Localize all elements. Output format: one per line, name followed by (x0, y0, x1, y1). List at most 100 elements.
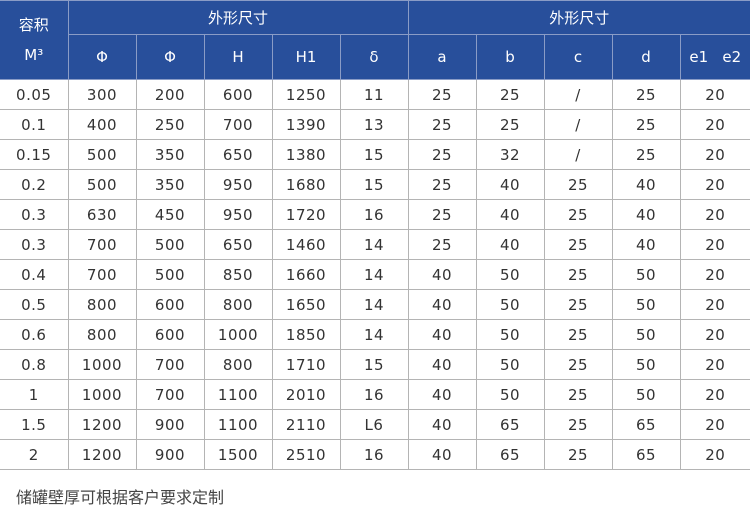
table-cell: 1380 (271, 139, 341, 170)
table-cell: 25 (475, 109, 545, 140)
table-cell: 600 (135, 289, 205, 320)
table-row: 0.15 500 350 650 1380 15 25 32/25 20 (0, 139, 750, 170)
table-cell: 40 (475, 229, 545, 260)
table-cell: 25 (611, 109, 681, 140)
table-cell: 1390 (271, 109, 341, 140)
table-cell: 50 (611, 379, 681, 410)
footnote: 储罐壁厚可根据客户要求定制 (16, 488, 225, 507)
table-cell: 1000 (203, 319, 273, 350)
table-row: 0.3 700 500 650 1460 14 25 40 25 40 20 (0, 229, 750, 260)
table-cell: 0.4 (0, 259, 69, 290)
table-cell: 40 (407, 409, 477, 440)
table-cell: 0.1 (0, 109, 69, 140)
table-cell: 25 (543, 409, 613, 440)
table-cell: 20 (679, 319, 750, 350)
table-cell: 1710 (271, 349, 341, 380)
table-cell: 40 (611, 229, 681, 260)
table-cell: 300 (67, 79, 137, 110)
table-row: 0.4 700 500 850 1660 14 40 50 25 50 20 (0, 259, 750, 290)
table-cell: L6 (339, 409, 409, 440)
table-cell: 700 (67, 229, 137, 260)
table-row: 1.5 1200 900 1100 2110 L6 40 65 25 65 20 (0, 409, 750, 440)
table-cell: 50 (475, 289, 545, 320)
table-cell: 25 (407, 169, 477, 200)
table-cell: 25 (543, 229, 613, 260)
table-cell: 40 (407, 319, 477, 350)
table-cell: 20 (679, 289, 750, 320)
table-cell: 650 (203, 229, 273, 260)
table-cell: 1000 (67, 349, 137, 380)
table-cell: 950 (203, 169, 273, 200)
table-cell: 1720 (271, 199, 341, 230)
table-cell: 1500 (203, 439, 273, 470)
table-cell: 650 (203, 139, 273, 170)
table-cell: 630 (67, 199, 137, 230)
table-cell: 13 (339, 109, 409, 140)
table-cell: 250 (135, 109, 205, 140)
column-header: b (475, 34, 545, 80)
table-cell: 600 (135, 319, 205, 350)
table-cell: 16 (339, 199, 409, 230)
table-row: 0.05 300 200 600 1250 11 25 25/25 20 (0, 79, 750, 110)
table-cell: 50 (611, 289, 681, 320)
table-cell: 40 (407, 439, 477, 470)
table-cell: 15 (339, 139, 409, 170)
table-cell: 40 (611, 169, 681, 200)
table-cell: 14 (339, 229, 409, 260)
table-cell: 25 (611, 79, 681, 110)
table-cell: 40 (407, 289, 477, 320)
table-cell: 40 (475, 199, 545, 230)
volume-label: 容积 (18, 16, 49, 34)
table-cell: / (543, 139, 613, 170)
table-cell: 20 (679, 379, 750, 410)
table-cell: 20 (679, 199, 750, 230)
group-header-1: 外形尺寸 (67, 0, 409, 35)
table-cell: 25 (543, 439, 613, 470)
table-row: 2 1200 900 1500 2510 16 40 65 25 65 20 (0, 439, 750, 470)
table-cell: 1460 (271, 229, 341, 260)
table-cell: 500 (67, 139, 137, 170)
table-cell: 14 (339, 319, 409, 350)
table-cell: 2510 (271, 439, 341, 470)
table-cell: 2010 (271, 379, 341, 410)
table-cell: 20 (679, 409, 750, 440)
table-cell: 500 (135, 229, 205, 260)
table-cell: 15 (339, 349, 409, 380)
table-cell: 20 (679, 439, 750, 470)
table-cell: 500 (135, 259, 205, 290)
table-cell: 50 (475, 379, 545, 410)
column-header: H (203, 34, 273, 80)
table-cell: 32 (475, 139, 545, 170)
table-cell: 600 (203, 79, 273, 110)
table-cell: 20 (679, 109, 750, 140)
table-cell: 20 (679, 79, 750, 110)
table-cell: 700 (67, 259, 137, 290)
table-cell: 800 (67, 319, 137, 350)
table-cell: 65 (611, 439, 681, 470)
table-cell: 850 (203, 259, 273, 290)
table-cell: 25 (611, 139, 681, 170)
column-header: c (543, 34, 613, 80)
table-cell: 0.2 (0, 169, 69, 200)
table-cell: 14 (339, 289, 409, 320)
table-cell: 400 (67, 109, 137, 140)
table-cell: / (543, 79, 613, 110)
table-cell: 65 (475, 439, 545, 470)
table-cell: 25 (543, 259, 613, 290)
table-cell: 2 (0, 439, 69, 470)
table-cell: 20 (679, 139, 750, 170)
table-row: 1 1000 700 1100 2010 16 40 50 25 50 20 (0, 379, 750, 410)
table-cell: 25 (407, 139, 477, 170)
table-cell: 25 (475, 79, 545, 110)
table-cell: 700 (135, 349, 205, 380)
table-cell: 1 (0, 379, 69, 410)
table-cell: 65 (475, 409, 545, 440)
table-cell: 40 (611, 199, 681, 230)
volume-unit: M³ (24, 46, 44, 64)
table-cell: 1000 (67, 379, 137, 410)
table-cell: 50 (475, 259, 545, 290)
table-cell: 25 (407, 229, 477, 260)
table-cell: 450 (135, 199, 205, 230)
table-cell: 350 (135, 169, 205, 200)
table-cell: 700 (203, 109, 273, 140)
